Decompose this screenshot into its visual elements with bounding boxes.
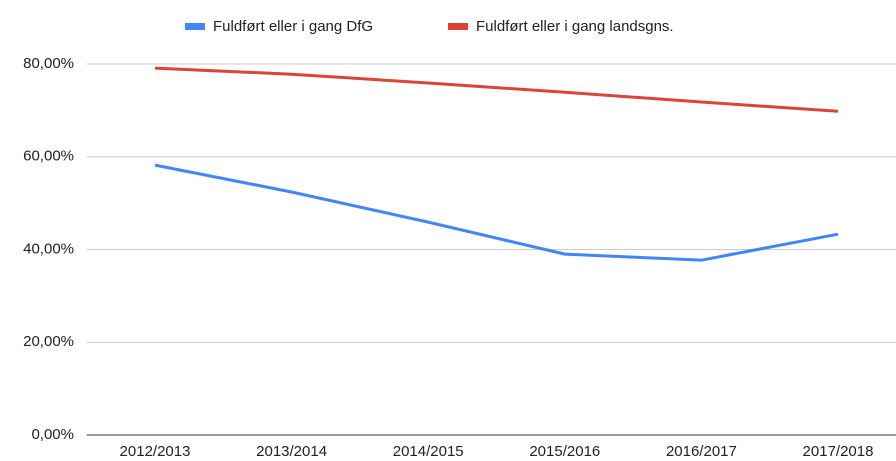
- y-tick-label: 20,00%: [23, 333, 74, 350]
- legend-label: Fuldført eller i gang landsgns.: [476, 18, 674, 35]
- y-tick-label: 60,00%: [23, 148, 74, 165]
- x-tick-label: 2016/2017: [666, 443, 737, 460]
- y-tick-label: 40,00%: [23, 240, 74, 257]
- x-tick-label: 2013/2014: [256, 443, 327, 460]
- x-tick-label: 2017/2018: [803, 443, 874, 460]
- series-line: [154, 66, 839, 113]
- y-tick-label: 80,00%: [23, 55, 74, 72]
- legend-swatch: [185, 23, 205, 30]
- x-tick-label: 2015/2016: [529, 443, 600, 460]
- legend-swatch: [448, 23, 468, 30]
- y-tick-label: 0,00%: [31, 426, 74, 443]
- series-line: [154, 163, 839, 262]
- legend-label: Fuldført eller i gang DfG: [213, 18, 373, 35]
- x-tick-label: 2012/2013: [120, 443, 191, 460]
- x-tick-label: 2014/2015: [393, 443, 464, 460]
